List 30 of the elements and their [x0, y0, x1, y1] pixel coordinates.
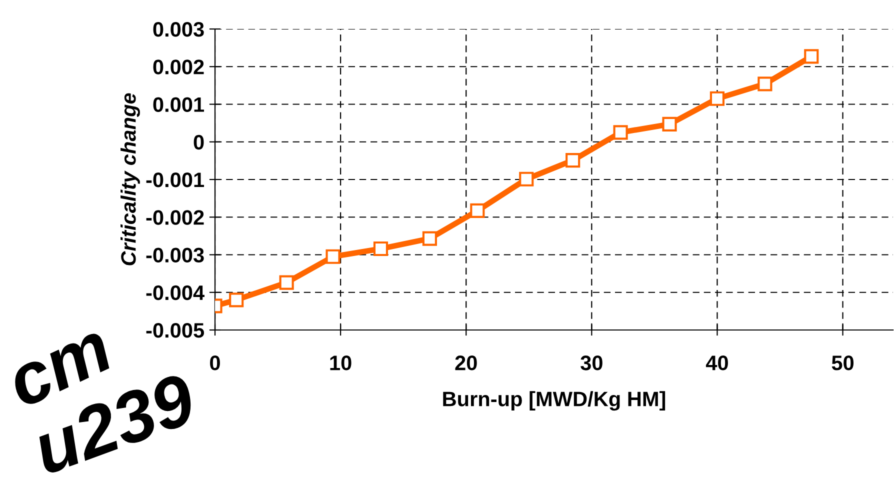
point: [519, 172, 534, 186]
y-tick-label: 0.002: [153, 60, 204, 74]
x-tick-label: 20: [455, 356, 477, 370]
y-tick-label: -0.004: [146, 285, 204, 300]
point: [758, 76, 772, 92]
point: [804, 49, 819, 64]
x-axis-title: Burn-up [MWD/Kg HM]: [443, 391, 666, 411]
y-tick-label: -0.005: [146, 323, 204, 338]
y-tick-label: -0.002: [146, 210, 204, 225]
point: [566, 153, 580, 168]
point: [373, 241, 388, 256]
x-tick-label: 50: [832, 356, 854, 370]
y-tick-label: 0: [194, 134, 204, 150]
point: [326, 249, 340, 264]
y-tick-label: -0.001: [146, 172, 204, 188]
point: [662, 116, 677, 132]
x-tick-label: 0: [210, 356, 220, 370]
x-tick-label: 30: [580, 356, 602, 370]
point: [613, 125, 628, 140]
y-tick-label: -0.003: [146, 248, 204, 263]
y-axis-title: Criticality change: [120, 93, 140, 266]
point: [422, 231, 437, 246]
x-tick-label: 10: [330, 356, 352, 370]
point: [470, 203, 485, 218]
point: [229, 292, 244, 308]
y-tick-label: 0.003: [153, 22, 204, 37]
x-tick-label: 40: [706, 356, 728, 370]
point: [710, 91, 725, 106]
y-tick-label: 0.001: [153, 97, 204, 112]
point: [279, 275, 294, 290]
